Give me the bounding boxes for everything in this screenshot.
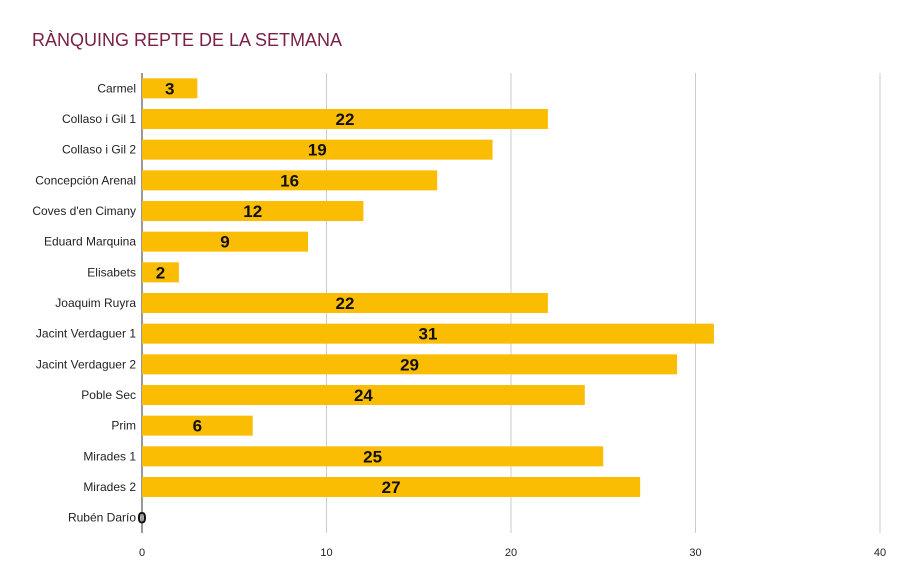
category-label: Jacint Verdaguer 1 bbox=[36, 327, 136, 341]
category-label: Prim bbox=[111, 419, 136, 433]
bar bbox=[142, 78, 198, 99]
bar bbox=[142, 170, 438, 191]
category-label: Mirades 1 bbox=[83, 449, 136, 463]
data-label: 22 bbox=[335, 110, 354, 129]
data-label: 0 bbox=[137, 509, 146, 528]
data-label: 16 bbox=[280, 171, 299, 190]
category-label: Collaso i Gil 1 bbox=[62, 112, 136, 126]
x-tick-label: 20 bbox=[505, 547, 517, 559]
data-label: 22 bbox=[335, 294, 354, 313]
x-tick-label: 0 bbox=[139, 547, 145, 559]
data-label: 3 bbox=[165, 79, 174, 98]
bar bbox=[142, 109, 548, 129]
data-label: 6 bbox=[193, 417, 202, 436]
category-label: Carmel bbox=[97, 81, 136, 95]
data-label: 24 bbox=[354, 386, 373, 405]
bar bbox=[142, 354, 678, 375]
category-label: Jacint Verdaguer 2 bbox=[36, 357, 136, 371]
x-tick-label: 30 bbox=[689, 547, 701, 559]
data-label: 12 bbox=[243, 202, 262, 221]
chart-title: RÀNQUING REPTE DE LA SETMANA bbox=[32, 30, 343, 50]
x-tick-labels: 0 10 20 30 40 bbox=[139, 547, 886, 559]
bar bbox=[142, 415, 253, 436]
category-label: Concepción Arenal bbox=[35, 173, 136, 187]
category-label: Rubén Darío bbox=[68, 511, 136, 525]
data-label: 31 bbox=[419, 325, 438, 344]
bar bbox=[142, 477, 641, 497]
category-label: Coves d'en Cimany bbox=[32, 204, 136, 218]
category-labels: Carmel Collaso i Gil 1 Collaso i Gil 2 Conc… bbox=[32, 81, 136, 524]
data-label: 29 bbox=[400, 355, 419, 374]
category-label: Poble Sec bbox=[81, 388, 136, 402]
bar bbox=[142, 446, 604, 467]
x-tick-label: 40 bbox=[874, 547, 886, 559]
data-label: 27 bbox=[382, 478, 401, 497]
bar bbox=[142, 385, 585, 405]
category-label: Joaquim Ruyra bbox=[55, 296, 136, 310]
bar bbox=[142, 231, 309, 252]
bar bbox=[142, 139, 493, 160]
data-label: 19 bbox=[308, 141, 327, 160]
bar bbox=[142, 293, 548, 313]
data-label: 25 bbox=[363, 447, 382, 466]
bar bbox=[142, 262, 179, 283]
category-label: Mirades 2 bbox=[83, 480, 136, 494]
bar bbox=[142, 323, 714, 344]
x-tick-label: 10 bbox=[320, 547, 332, 559]
data-label: 2 bbox=[156, 263, 165, 282]
category-label: Elisabets bbox=[87, 265, 136, 279]
category-label: Eduard Marquina bbox=[44, 235, 136, 249]
data-label: 9 bbox=[220, 233, 229, 252]
category-label: Collaso i Gil 2 bbox=[62, 143, 136, 157]
bars bbox=[142, 78, 714, 497]
bar bbox=[142, 201, 364, 221]
